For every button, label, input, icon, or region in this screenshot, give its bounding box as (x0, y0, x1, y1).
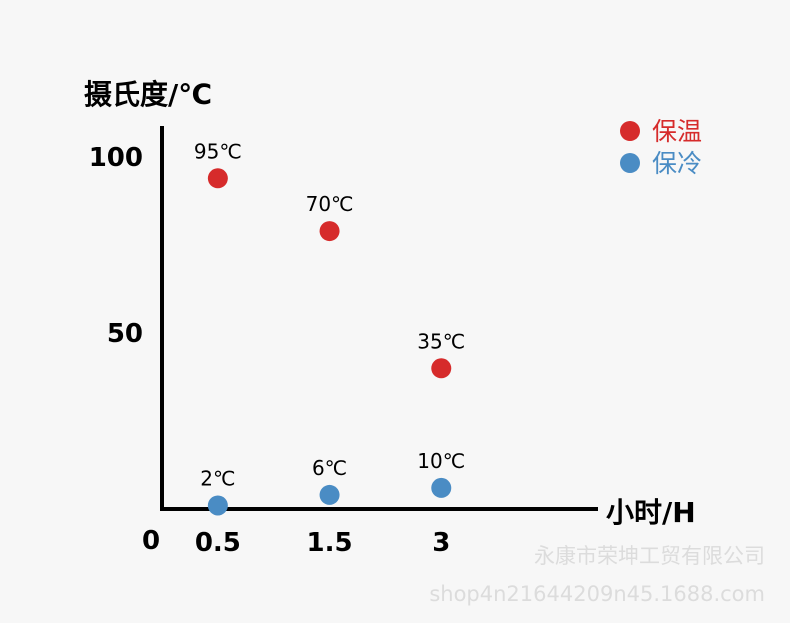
y-tick-label: 50 (107, 319, 143, 349)
data-point (207, 168, 228, 189)
watermark: 永康市荣坤工贸有限公司 shop4n21644209n45.1688.com (429, 544, 765, 606)
watermark-url: shop4n21644209n45.1688.com (429, 582, 765, 606)
x-tick-labels: 0.5 1.5 3 (195, 528, 450, 558)
x-tick-label: 0.5 (195, 528, 241, 558)
data-label: 10℃ (417, 449, 465, 473)
legend-marker (620, 121, 640, 141)
data-label: 35℃ (417, 329, 465, 353)
data-point (207, 495, 228, 516)
data-label: 70℃ (306, 192, 354, 216)
data-point (319, 221, 340, 242)
y-axis-title: 摄氏度/℃ (84, 78, 212, 111)
x-tick-label: 1.5 (307, 528, 353, 558)
data-point (431, 358, 452, 379)
y-tick-label: 100 (89, 143, 143, 173)
x-tick-label: 3 (432, 528, 450, 558)
axes: 摄氏度/℃ 小时/H 0 (84, 78, 696, 556)
data-point (319, 484, 340, 505)
y-tick-labels: 50 100 (89, 143, 143, 349)
legend-label: 保冷 (652, 149, 702, 178)
legend-label: 保温 (652, 117, 702, 146)
x-axis-title: 小时/H (606, 496, 696, 529)
data-point (431, 477, 452, 498)
watermark-company: 永康市荣坤工贸有限公司 (534, 544, 765, 568)
origin-label: 0 (142, 526, 160, 556)
data-label: 2℃ (200, 466, 235, 490)
data-label: 95℃ (194, 139, 242, 163)
data-label: 6℃ (312, 456, 347, 480)
data-points: 95℃ 70℃ 35℃ 2℃ 6℃ 10℃ (194, 139, 465, 516)
legend-marker (620, 153, 640, 173)
